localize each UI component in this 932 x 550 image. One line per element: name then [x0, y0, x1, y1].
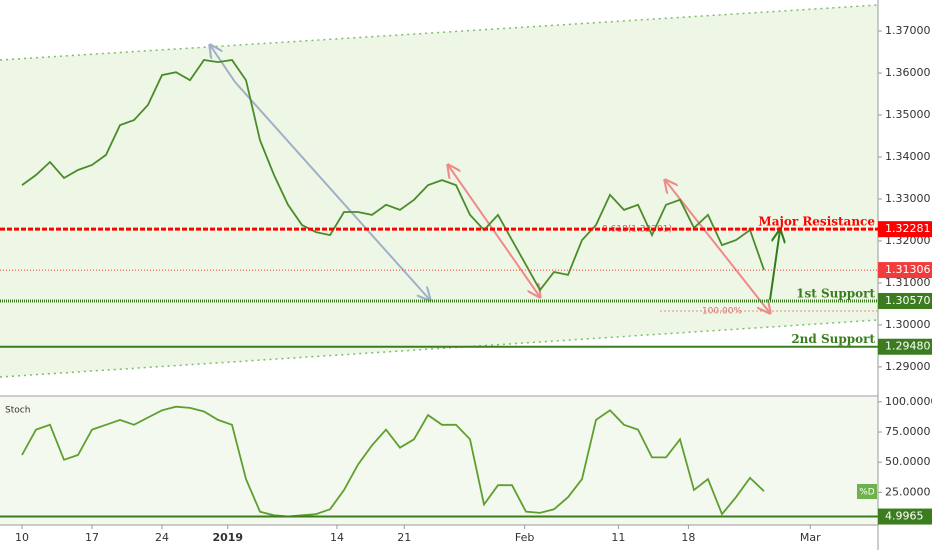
- fib-label: 100.00%: [702, 307, 742, 317]
- level-label: 1.30570: [885, 294, 931, 307]
- channel: [0, 5, 878, 377]
- x-tick-label: 10: [15, 531, 29, 544]
- y-tick-label: 1.30000: [885, 318, 931, 331]
- y-tick-label: 1.29000: [885, 360, 931, 373]
- y-tick-label: 50.0000: [885, 455, 931, 468]
- fib-label: 0.618(1.32301): [602, 225, 672, 235]
- level-label: 1.29480: [885, 340, 931, 353]
- last-price-box: [878, 262, 932, 279]
- x-tick-label: 17: [85, 531, 99, 544]
- y-tick-label: 1.32000: [885, 234, 931, 247]
- y-tick-label: 1.34000: [885, 150, 931, 163]
- arrow: [448, 165, 540, 297]
- x-tick-label: 24: [155, 531, 169, 544]
- level-label: 1.32281: [885, 222, 931, 235]
- x-tick-label: 18: [681, 531, 695, 544]
- x-tick-label: 21: [397, 531, 411, 544]
- x-tick-label: Feb: [515, 531, 534, 544]
- level-box: [878, 221, 932, 238]
- level-name: 1st Support: [796, 286, 875, 300]
- channel-bottom: [0, 319, 879, 378]
- level-box: [878, 338, 932, 355]
- stoch-pane: [0, 397, 878, 525]
- x-tick-label: 2019: [212, 531, 243, 544]
- stoch-level-label: 4.9965: [885, 510, 924, 523]
- legend-box: [857, 484, 877, 499]
- level-name: Major Resistance: [758, 215, 875, 229]
- level-name: 2nd Support: [791, 332, 875, 346]
- y-tick-label: 75.0000: [885, 425, 931, 438]
- line: [21, 59, 765, 292]
- y-tick-label: 25.0000: [885, 485, 931, 498]
- x-tick-label: 14: [330, 531, 344, 544]
- arrow: [210, 45, 236, 83]
- level-box: [878, 292, 932, 309]
- last-price-label: 1.31306: [885, 263, 931, 276]
- channel-top: [0, 4, 879, 61]
- y-tick-label: 100.0000: [885, 395, 932, 408]
- y-tick-label: 1.36000: [885, 66, 931, 79]
- stoch-level-box: [878, 508, 932, 525]
- arrow: [665, 180, 770, 313]
- y-tick-label: 1.37000: [885, 24, 931, 37]
- arrow: [234, 81, 430, 300]
- line: [21, 405, 765, 518]
- y-tick-label: 1.35000: [885, 108, 931, 121]
- arrow: [769, 230, 780, 301]
- x-tick-label: 11: [611, 531, 625, 544]
- y-tick-label: 1.31000: [885, 276, 931, 289]
- x-tick-label: Mar: [800, 531, 821, 544]
- y-tick-label: 1.33000: [885, 192, 931, 205]
- legend-entry: %D: [859, 488, 875, 498]
- stoch-title: Stoch: [5, 406, 30, 416]
